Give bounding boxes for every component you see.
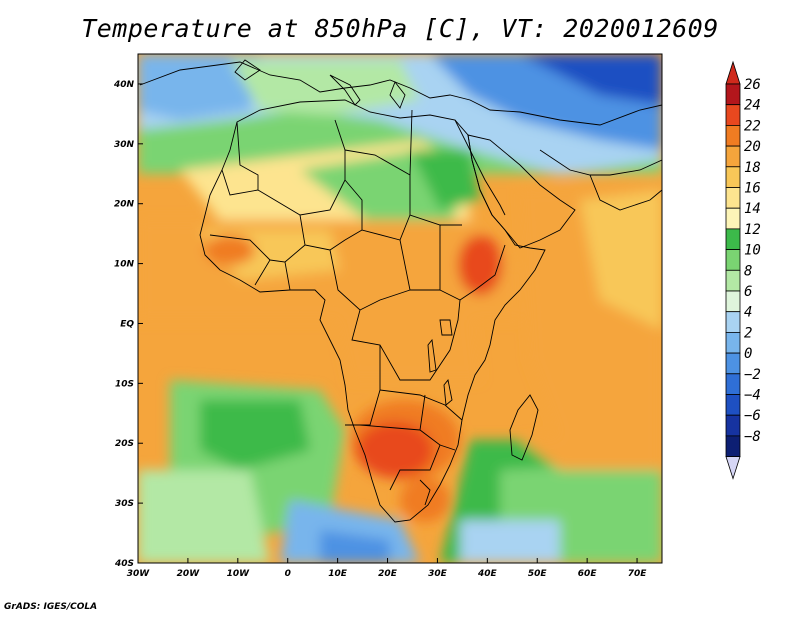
colorbar-label: −4 [744, 388, 761, 404]
colorbar-label: 14 [744, 201, 761, 217]
colorbar-swatch [725, 331, 741, 354]
colorbar-swatch [725, 207, 741, 230]
y-tick-label: 10N [114, 260, 135, 270]
colorbar-label: 12 [744, 222, 761, 238]
x-tick-label: 20W [177, 569, 201, 579]
colorbar-top-arrow [725, 60, 741, 85]
credit-label: GrADS: IGES/COLA [4, 602, 98, 612]
x-tick-label: 30W [127, 569, 151, 579]
colorbar-swatch [725, 373, 741, 395]
colorbar-label: 22 [744, 118, 761, 134]
colorbar-label: −6 [744, 408, 761, 424]
x-tick-label: 70E [628, 569, 648, 579]
temperature-field [138, 54, 662, 563]
coastlines-and-borders [139, 59, 662, 523]
x-tick-label: 40E [477, 569, 498, 579]
colorbar-bottom-arrow [725, 456, 741, 480]
colorbar-swatch [725, 166, 741, 188]
colorbar-swatch [725, 249, 741, 271]
y-tick-label: 20S [115, 439, 134, 449]
madagascar-outline [509, 394, 539, 461]
x-tick-label: 0 [285, 569, 291, 579]
colorbar-swatch [725, 414, 741, 437]
plot-frame [137, 53, 663, 564]
colorbar-label: 6 [744, 284, 752, 300]
colorbar-label: 4 [744, 305, 752, 321]
colorbar-label: 10 [744, 243, 761, 259]
colorbar-swatch [725, 104, 741, 126]
x-tick-label: 10W [227, 569, 251, 579]
x-tick-label: 30E [428, 569, 448, 579]
colorbar-label: −2 [744, 367, 761, 383]
x-tick-label: 20E [378, 569, 398, 579]
x-tick-label: 50E [528, 569, 548, 579]
colorbar-label: 8 [744, 263, 752, 279]
colorbar-label: 0 [744, 346, 752, 362]
colorbar-swatch [725, 311, 741, 333]
x-tick-label: 10E [328, 569, 348, 579]
colorbar-swatch [725, 435, 741, 457]
x-tick-label: 60E [578, 569, 598, 579]
y-tick-label: 20N [114, 200, 135, 210]
y-tick-label: 30N [114, 140, 135, 150]
x-axis: 30W 20W 10W 0 10E 20E 30E 40E 50E 60E 70E [127, 558, 647, 579]
colorbar-swatch [725, 83, 741, 106]
colorbar-swatch [725, 269, 741, 292]
colorbar-label: 16 [744, 181, 761, 197]
colorbar-label: 2 [744, 325, 752, 341]
colorbar-swatch [725, 352, 741, 375]
colorbar-swatch [725, 394, 741, 416]
colorbar-label: 18 [744, 160, 761, 176]
colorbar-swatch [725, 125, 741, 147]
colorbar-swatch [725, 145, 741, 168]
colorbar-label: 20 [744, 139, 761, 155]
y-tick-label: EQ [120, 319, 134, 329]
colorbar-label: −8 [744, 429, 761, 445]
y-axis: 40N 30N 20N 10N EQ 10S 20S 30S 40S [113, 80, 143, 569]
map-title: Temperature at 850hPa [C], VT: 202001260… [81, 14, 719, 43]
y-tick-label: 30S [115, 499, 134, 509]
colorbar-swatch [725, 290, 741, 313]
y-tick-label: 40S [114, 559, 134, 569]
colorbar-label: 26 [744, 77, 761, 93]
y-tick-label: 40N [113, 80, 135, 90]
colorbar-label: 24 [744, 98, 761, 114]
y-tick-label: 10S [115, 379, 134, 389]
colorbar-swatch [725, 228, 741, 250]
colorbar-swatch [725, 187, 741, 209]
